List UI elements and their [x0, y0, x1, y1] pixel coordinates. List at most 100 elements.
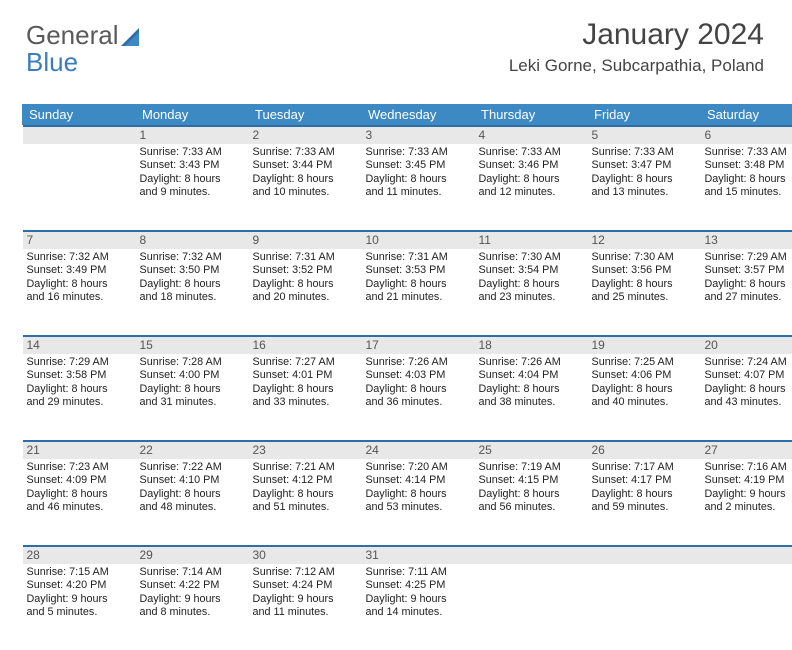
day-number: [475, 545, 588, 564]
week-row: Sunrise: 7:33 AMSunset: 3:43 PMDaylight:…: [23, 144, 792, 230]
daylight-line2: and 20 minutes.: [253, 291, 358, 304]
sunset-text: Sunset: 3:58 PM: [27, 369, 132, 382]
day-number: 3: [362, 125, 475, 144]
calendar-table: SundayMondayTuesdayWednesdayThursdayFrid…: [22, 104, 792, 650]
sunrise-text: Sunrise: 7:29 AM: [27, 356, 132, 369]
sunrise-text: Sunrise: 7:15 AM: [27, 566, 132, 579]
sunset-text: Sunset: 4:09 PM: [27, 474, 132, 487]
daylight-line2: and 23 minutes.: [479, 291, 584, 304]
sunrise-text: Sunrise: 7:32 AM: [27, 251, 132, 264]
daylight-line2: and 59 minutes.: [592, 501, 697, 514]
sunrise-text: Sunrise: 7:33 AM: [705, 146, 792, 159]
day-number: 12: [588, 230, 701, 249]
daylight-line2: and 18 minutes.: [140, 291, 245, 304]
weekday-header-row: SundayMondayTuesdayWednesdayThursdayFrid…: [23, 104, 792, 125]
sunset-text: Sunset: 4:04 PM: [479, 369, 584, 382]
daylight-line1: Daylight: 8 hours: [27, 383, 132, 396]
day-cell: Sunrise: 7:33 AMSunset: 3:48 PMDaylight:…: [701, 144, 792, 230]
day-cell: Sunrise: 7:19 AMSunset: 4:15 PMDaylight:…: [475, 459, 588, 545]
day-number: 14: [23, 335, 136, 354]
sunrise-text: Sunrise: 7:20 AM: [366, 461, 471, 474]
daylight-line1: Daylight: 9 hours: [27, 593, 132, 606]
day-cell: Sunrise: 7:33 AMSunset: 3:43 PMDaylight:…: [136, 144, 249, 230]
daylight-line1: Daylight: 8 hours: [140, 383, 245, 396]
day-number: 11: [475, 230, 588, 249]
daylight-line2: and 11 minutes.: [253, 606, 358, 619]
daylight-line1: Daylight: 8 hours: [140, 173, 245, 186]
sunrise-text: Sunrise: 7:28 AM: [140, 356, 245, 369]
sunrise-text: Sunrise: 7:32 AM: [140, 251, 245, 264]
day-number: 4: [475, 125, 588, 144]
sunrise-text: Sunrise: 7:11 AM: [366, 566, 471, 579]
calendar-page: General Blue January 2024 Leki Gorne, Su…: [0, 0, 792, 612]
day-number: 29: [136, 545, 249, 564]
daylight-line1: Daylight: 8 hours: [479, 173, 584, 186]
sunrise-text: Sunrise: 7:24 AM: [705, 356, 792, 369]
day-cell: Sunrise: 7:15 AMSunset: 4:20 PMDaylight:…: [23, 564, 136, 650]
day-cell: Sunrise: 7:31 AMSunset: 3:52 PMDaylight:…: [249, 249, 362, 335]
day-cell: Sunrise: 7:26 AMSunset: 4:03 PMDaylight:…: [362, 354, 475, 440]
day-cell: Sunrise: 7:29 AMSunset: 3:58 PMDaylight:…: [23, 354, 136, 440]
daylight-line2: and 53 minutes.: [366, 501, 471, 514]
daylight-line1: Daylight: 9 hours: [705, 488, 792, 501]
sunrise-text: Sunrise: 7:30 AM: [479, 251, 584, 264]
day-number: [701, 545, 792, 564]
daylight-line1: Daylight: 8 hours: [366, 278, 471, 291]
day-number: 1: [136, 125, 249, 144]
daylight-line2: and 11 minutes.: [366, 186, 471, 199]
daylight-line1: Daylight: 8 hours: [140, 488, 245, 501]
daylight-line1: Daylight: 8 hours: [140, 278, 245, 291]
sunset-text: Sunset: 4:20 PM: [27, 579, 132, 592]
day-cell: Sunrise: 7:11 AMSunset: 4:25 PMDaylight:…: [362, 564, 475, 650]
daylight-line1: Daylight: 8 hours: [366, 173, 471, 186]
sunset-text: Sunset: 4:22 PM: [140, 579, 245, 592]
day-number: 10: [362, 230, 475, 249]
page-title: January 2024: [509, 18, 764, 52]
brand-part1: General: [26, 20, 119, 50]
sunset-text: Sunset: 4:14 PM: [366, 474, 471, 487]
daylight-line2: and 16 minutes.: [27, 291, 132, 304]
sunset-text: Sunset: 3:45 PM: [366, 159, 471, 172]
day-cell: Sunrise: 7:29 AMSunset: 3:57 PMDaylight:…: [701, 249, 792, 335]
sunrise-text: Sunrise: 7:33 AM: [366, 146, 471, 159]
day-cell: [475, 564, 588, 650]
daynum-row: 21222324252627: [23, 440, 792, 459]
day-number: 24: [362, 440, 475, 459]
sunset-text: Sunset: 4:03 PM: [366, 369, 471, 382]
weekday-header: Thursday: [475, 104, 588, 125]
brand-logo: General Blue: [26, 22, 143, 77]
day-cell: Sunrise: 7:33 AMSunset: 3:45 PMDaylight:…: [362, 144, 475, 230]
sunrise-text: Sunrise: 7:21 AM: [253, 461, 358, 474]
day-cell: Sunrise: 7:20 AMSunset: 4:14 PMDaylight:…: [362, 459, 475, 545]
sunset-text: Sunset: 4:07 PM: [705, 369, 792, 382]
day-number: 6: [701, 125, 792, 144]
day-number: 28: [23, 545, 136, 564]
day-cell: Sunrise: 7:33 AMSunset: 3:47 PMDaylight:…: [588, 144, 701, 230]
sunrise-text: Sunrise: 7:22 AM: [140, 461, 245, 474]
day-cell: Sunrise: 7:26 AMSunset: 4:04 PMDaylight:…: [475, 354, 588, 440]
day-number: 15: [136, 335, 249, 354]
daylight-line2: and 21 minutes.: [366, 291, 471, 304]
day-number: 21: [23, 440, 136, 459]
day-number: 19: [588, 335, 701, 354]
day-cell: Sunrise: 7:33 AMSunset: 3:46 PMDaylight:…: [475, 144, 588, 230]
sunset-text: Sunset: 4:24 PM: [253, 579, 358, 592]
daylight-line1: Daylight: 8 hours: [705, 383, 792, 396]
daylight-line2: and 29 minutes.: [27, 396, 132, 409]
day-number: 30: [249, 545, 362, 564]
day-cell: Sunrise: 7:21 AMSunset: 4:12 PMDaylight:…: [249, 459, 362, 545]
sunrise-text: Sunrise: 7:33 AM: [592, 146, 697, 159]
brand-part2: Blue: [26, 47, 78, 77]
calendar-body: 123456Sunrise: 7:33 AMSunset: 3:43 PMDay…: [23, 125, 792, 650]
daylight-line2: and 10 minutes.: [253, 186, 358, 199]
day-cell: Sunrise: 7:23 AMSunset: 4:09 PMDaylight:…: [23, 459, 136, 545]
daylight-line1: Daylight: 8 hours: [592, 488, 697, 501]
day-cell: [701, 564, 792, 650]
daylight-line2: and 12 minutes.: [479, 186, 584, 199]
daylight-line1: Daylight: 8 hours: [479, 278, 584, 291]
daylight-line2: and 36 minutes.: [366, 396, 471, 409]
day-cell: Sunrise: 7:30 AMSunset: 3:54 PMDaylight:…: [475, 249, 588, 335]
sunset-text: Sunset: 3:56 PM: [592, 264, 697, 277]
day-number: 25: [475, 440, 588, 459]
daynum-row: 123456: [23, 125, 792, 144]
